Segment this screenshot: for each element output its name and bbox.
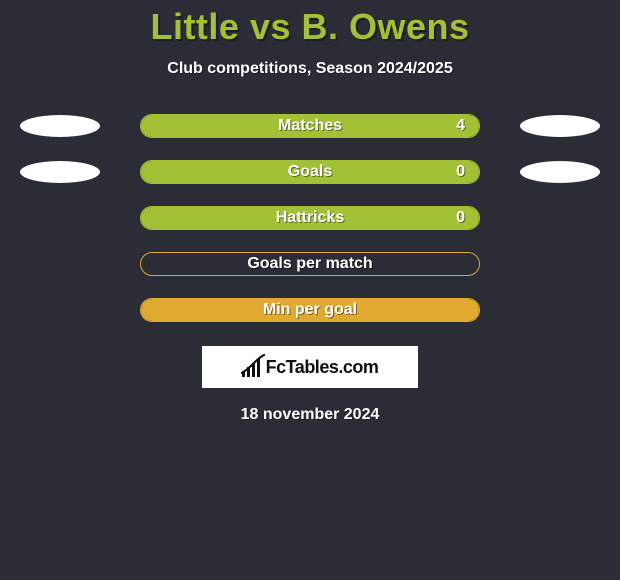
stat-row: Goals per match [0,252,620,276]
stat-label: Matches [141,117,479,135]
right-oval [520,161,600,183]
stat-label: Hattricks [141,209,479,227]
right-oval [520,115,600,137]
page-title: Little vs B. Owens [0,0,620,48]
subtitle: Club competitions, Season 2024/2025 [0,60,620,78]
stat-bar: Min per goal [140,298,480,322]
brand-text: FcTables.com [266,357,379,378]
stat-bar: Goals0 [140,160,480,184]
brand-box[interactable]: FcTables.com [202,346,418,388]
stat-bar: Hattricks0 [140,206,480,230]
page-root: Little vs B. Owens Club competitions, Se… [0,0,620,580]
stat-row: Goals0 [0,160,620,184]
stat-label: Goals per match [141,255,479,273]
stat-value: 4 [456,117,465,135]
stat-bar: Goals per match [140,252,480,276]
stats-rows: Matches4Goals0Hattricks0Goals per matchM… [0,114,620,322]
stat-row: Matches4 [0,114,620,138]
stat-value: 0 [456,163,465,181]
stat-bar: Matches4 [140,114,480,138]
stat-value: 0 [456,209,465,227]
stat-row: Min per goal [0,298,620,322]
left-oval [20,115,100,137]
bar-chart-icon [242,357,260,377]
stat-row: Hattricks0 [0,206,620,230]
left-oval [20,161,100,183]
stat-label: Min per goal [141,301,479,319]
stat-label: Goals [141,163,479,181]
date-label: 18 november 2024 [0,406,620,424]
